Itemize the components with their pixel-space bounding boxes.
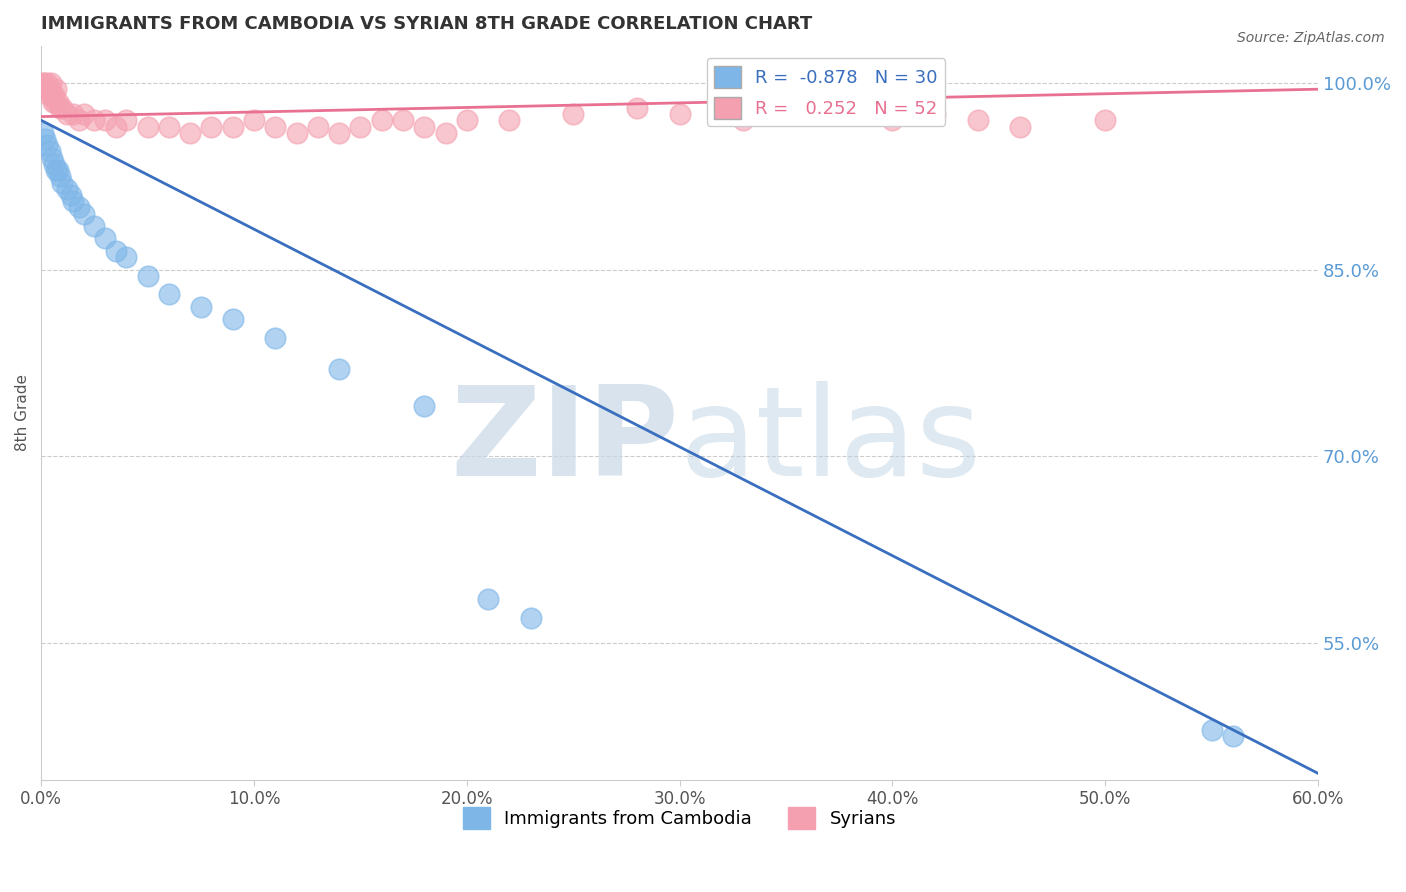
Point: [370, 113, 392, 128]
Point: [55, 182, 77, 196]
Point: [1010, 120, 1032, 134]
Point: [34, 132, 56, 146]
Point: [562, 107, 585, 121]
Point: [46, 95, 69, 109]
Point: [519, 611, 541, 625]
Point: [94, 113, 117, 128]
Point: [67, 113, 90, 128]
Point: [157, 287, 180, 301]
Point: [51, 176, 73, 190]
Point: [41, 151, 63, 165]
Point: [32, 126, 55, 140]
Point: [115, 250, 138, 264]
Point: [67, 200, 90, 214]
Point: [328, 126, 350, 140]
Point: [37, 138, 59, 153]
Point: [1094, 113, 1116, 128]
Point: [157, 120, 180, 134]
Point: [62, 194, 84, 209]
Point: [104, 120, 127, 134]
Point: [35, 82, 58, 96]
Point: [38, 88, 60, 103]
Point: [796, 107, 818, 121]
Point: [179, 126, 201, 140]
Y-axis label: 8th Grade: 8th Grade: [15, 374, 30, 451]
Point: [200, 120, 222, 134]
Text: IMMIGRANTS FROM CAMBODIA VS SYRIAN 8TH GRADE CORRELATION CHART: IMMIGRANTS FROM CAMBODIA VS SYRIAN 8TH G…: [41, 15, 813, 33]
Point: [73, 206, 96, 220]
Point: [42, 157, 65, 171]
Point: [49, 169, 72, 184]
Point: [221, 312, 243, 326]
Point: [44, 95, 66, 109]
Point: [477, 592, 499, 607]
Point: [49, 101, 72, 115]
Point: [51, 101, 73, 115]
Text: atlas: atlas: [679, 382, 981, 502]
Point: [39, 76, 62, 90]
Point: [37, 76, 59, 90]
Point: [42, 95, 65, 109]
Point: [838, 107, 860, 121]
Point: [42, 88, 65, 103]
Legend: Immigrants from Cambodia, Syrians: Immigrants from Cambodia, Syrians: [456, 800, 904, 837]
Point: [1222, 729, 1244, 743]
Point: [349, 120, 371, 134]
Point: [285, 126, 308, 140]
Point: [94, 231, 117, 245]
Point: [392, 113, 415, 128]
Point: [307, 120, 329, 134]
Point: [626, 101, 648, 115]
Point: [456, 113, 478, 128]
Point: [115, 113, 138, 128]
Point: [966, 113, 988, 128]
Point: [190, 300, 212, 314]
Point: [104, 244, 127, 258]
Point: [136, 268, 159, 283]
Point: [243, 113, 266, 128]
Point: [1201, 723, 1223, 737]
Point: [413, 120, 436, 134]
Point: [264, 331, 287, 345]
Point: [83, 219, 105, 233]
Point: [882, 113, 904, 128]
Text: ZIP: ZIP: [451, 382, 679, 502]
Point: [83, 113, 105, 128]
Point: [434, 126, 457, 140]
Point: [264, 120, 287, 134]
Point: [221, 120, 243, 134]
Point: [55, 107, 77, 121]
Point: [45, 82, 67, 96]
Text: Source: ZipAtlas.com: Source: ZipAtlas.com: [1237, 31, 1385, 45]
Point: [34, 82, 56, 96]
Point: [59, 188, 82, 202]
Point: [136, 120, 159, 134]
Point: [73, 107, 96, 121]
Point: [328, 362, 350, 376]
Point: [413, 400, 436, 414]
Point: [62, 107, 84, 121]
Point: [45, 163, 67, 178]
Point: [32, 76, 55, 90]
Point: [38, 145, 60, 159]
Point: [38, 82, 60, 96]
Point: [498, 113, 520, 128]
Point: [924, 107, 946, 121]
Point: [46, 163, 69, 178]
Point: [34, 76, 56, 90]
Point: [668, 107, 690, 121]
Point: [733, 113, 755, 128]
Point: [41, 88, 63, 103]
